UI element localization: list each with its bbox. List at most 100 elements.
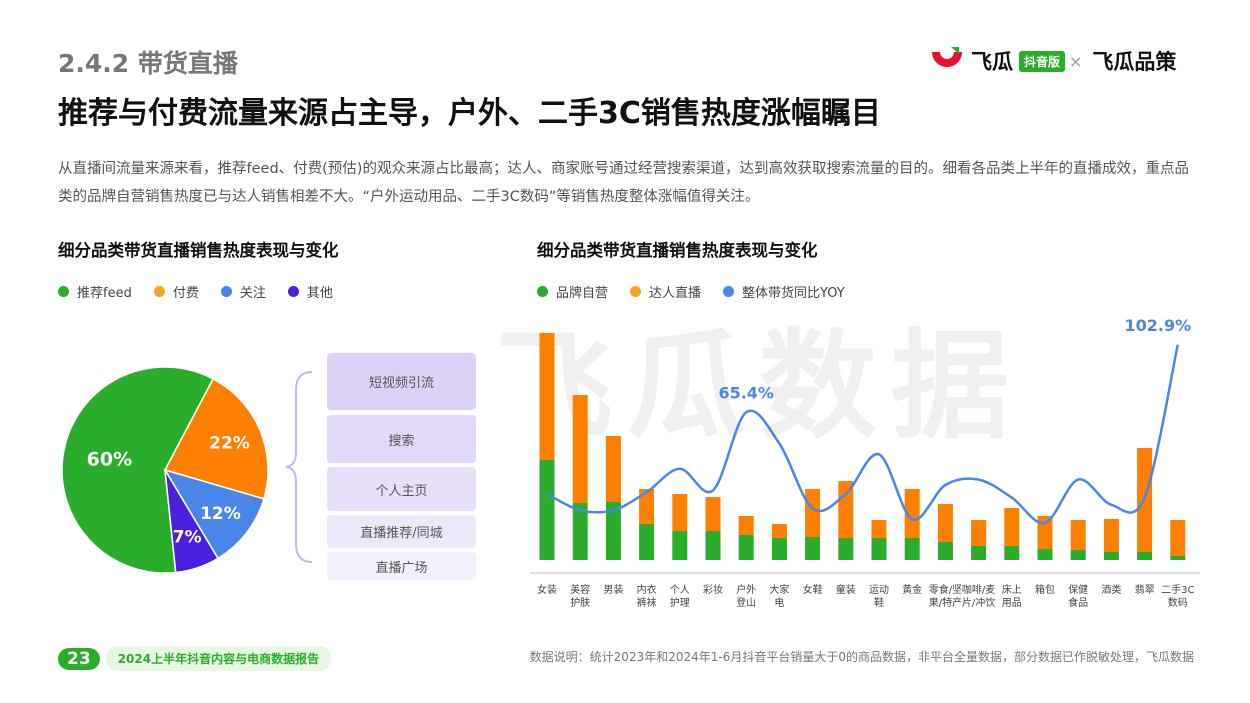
pie-slice xyxy=(163,468,265,560)
bar-legend-item: 品牌自营 xyxy=(537,282,608,301)
bar-legend-item: 达人直播 xyxy=(630,282,701,301)
intro-paragraph: 从直播间流量来源来看，推荐feed、付费(预估)的观众来源占比最高；达人、商家账… xyxy=(58,161,1189,205)
bar-segment-brand xyxy=(605,502,621,560)
pie-slice-label: 60% xyxy=(87,448,132,470)
legend-dot-icon xyxy=(723,286,735,297)
bar-segment-influencer xyxy=(672,494,688,531)
bar-segment-influencer xyxy=(1037,516,1053,549)
bar-segment-brand xyxy=(838,538,854,560)
bar-segment-influencer xyxy=(971,520,987,546)
bar-segment-brand xyxy=(1170,556,1186,560)
x-tick-label: 运动鞋 xyxy=(869,584,889,609)
bar-segment-brand xyxy=(904,538,920,560)
legend-label: 品牌自营 xyxy=(556,286,609,301)
pie-slice xyxy=(163,377,269,500)
page-number: 23 xyxy=(58,647,100,670)
bar-legend: 品牌自营 达人直播 整体带货同比YOY xyxy=(537,282,867,301)
yoy-line xyxy=(546,344,1180,525)
legend-label: 整体带货同比YOY xyxy=(742,286,845,301)
pie-slice-label: 7% xyxy=(173,527,202,547)
section-title: 2.4.2 带货直播 xyxy=(58,49,238,78)
x-tick-label: 女装 xyxy=(537,583,557,596)
brand-separator: × xyxy=(1069,51,1083,71)
legend-dot-icon xyxy=(220,286,232,297)
bar-segment-brand xyxy=(1070,550,1086,560)
x-tick-label: 箱包 xyxy=(1035,583,1055,596)
x-tick-label: 大家电 xyxy=(769,583,789,609)
page-headline: 推荐与付费流量来源占主导，户外、二手3C销售热度涨幅瞩目 xyxy=(58,96,881,131)
x-tick-label: 酒类 xyxy=(1101,583,1121,596)
legend-dot-icon xyxy=(153,286,165,297)
bar-segment-influencer xyxy=(771,524,787,538)
legend-label: 达人直播 xyxy=(649,286,702,301)
pie-legend-item: 付费 xyxy=(153,282,199,301)
channel-item: 直播推荐/同城 xyxy=(327,515,476,548)
x-tick-label: 咖啡/麦片/冲饮 xyxy=(962,584,995,609)
bar-segment-brand xyxy=(572,503,588,560)
channel-item: 直播广场 xyxy=(327,552,476,580)
bar-segment-brand xyxy=(1004,546,1020,560)
bar-segment-brand xyxy=(805,537,821,560)
bar-segment-brand xyxy=(771,538,787,560)
footer-left: 23 2024上半年抖音内容与电商数据报告 xyxy=(58,646,332,671)
brand-name-left: 飞瓜 xyxy=(971,50,1013,74)
bar-segment-influencer xyxy=(937,504,953,542)
legend-dot-icon xyxy=(287,286,299,297)
brand-badge: 抖音版 xyxy=(1019,50,1066,72)
brand-name-right: 飞瓜品策 xyxy=(1092,50,1177,74)
melon-logo-icon xyxy=(932,47,962,67)
channel-item: 短视频引流 xyxy=(327,353,476,410)
bar-segment-brand xyxy=(539,460,555,560)
bar-segment-brand xyxy=(738,535,754,560)
x-tick-label: 男装 xyxy=(603,583,623,596)
bar-segment-brand xyxy=(639,524,655,560)
bar-segment-influencer xyxy=(904,489,920,538)
x-tick-label: 二手3C 数码 xyxy=(1161,583,1194,609)
bar-segment-influencer xyxy=(539,333,555,460)
bar-segment-influencer xyxy=(805,489,821,537)
bar-segment-brand xyxy=(1037,549,1053,560)
x-tick-label: 个人护理 xyxy=(670,584,690,609)
legend-dot-icon xyxy=(58,286,69,297)
legend-dot-icon xyxy=(537,286,548,297)
yoy-peak-label: 65.4% xyxy=(718,383,774,402)
legend-label: 推荐feed xyxy=(77,286,132,301)
bar-segment-influencer xyxy=(838,481,854,538)
x-tick-label: 美容护肤 xyxy=(570,583,590,609)
bar-chart-title: 细分品类带货直播销售热度表现与变化 xyxy=(537,241,818,260)
pie-legend-item: 推荐feed xyxy=(58,282,132,301)
bar-segment-influencer xyxy=(1103,519,1119,552)
bar-segment-brand xyxy=(871,538,887,560)
bar-segment-influencer xyxy=(605,436,621,502)
x-tick-label: 零食/坚果/特产 xyxy=(929,583,962,609)
x-tick-label: 床上用品 xyxy=(1002,583,1022,609)
bar-legend-item: 整体带货同比YOY xyxy=(723,282,845,301)
bar-segment-brand xyxy=(1103,552,1119,560)
bar-segment-influencer xyxy=(1070,520,1086,550)
x-tick-label: 保健食品 xyxy=(1068,583,1088,609)
bar-segment-influencer xyxy=(738,516,754,535)
legend-label: 其他 xyxy=(306,286,333,301)
bar-segment-influencer xyxy=(871,520,887,538)
x-tick-label: 童装 xyxy=(836,583,856,596)
channel-item: 搜索 xyxy=(327,415,476,463)
bar-segment-brand xyxy=(971,546,987,560)
x-tick-label: 内衣裤袜 xyxy=(637,583,657,609)
bar-segment-brand xyxy=(672,531,688,560)
legend-label: 付费 xyxy=(172,286,199,301)
x-tick-label: 翡翠 xyxy=(1135,583,1155,596)
bar-segment-influencer xyxy=(572,395,588,503)
legend-dot-icon xyxy=(630,286,642,297)
bar-segment-influencer xyxy=(1170,520,1186,556)
data-footnote: 数据说明：统计2023年和2024年1-6月抖音平台销量大于0的商品数据，非平台… xyxy=(529,650,1194,664)
bar-segment-brand xyxy=(937,542,953,560)
legend-label: 关注 xyxy=(239,286,266,301)
pie-legend-item: 其他 xyxy=(287,282,333,301)
x-tick-label: 户外登山 xyxy=(736,583,756,609)
channel-item: 个人主页 xyxy=(327,467,476,511)
x-tick-label: 女鞋 xyxy=(803,583,823,596)
bar-segment-influencer xyxy=(639,489,655,524)
brand-logo: 飞瓜 抖音版 × 飞瓜品策 xyxy=(929,45,1176,77)
pie-slice-label: 22% xyxy=(209,434,250,454)
